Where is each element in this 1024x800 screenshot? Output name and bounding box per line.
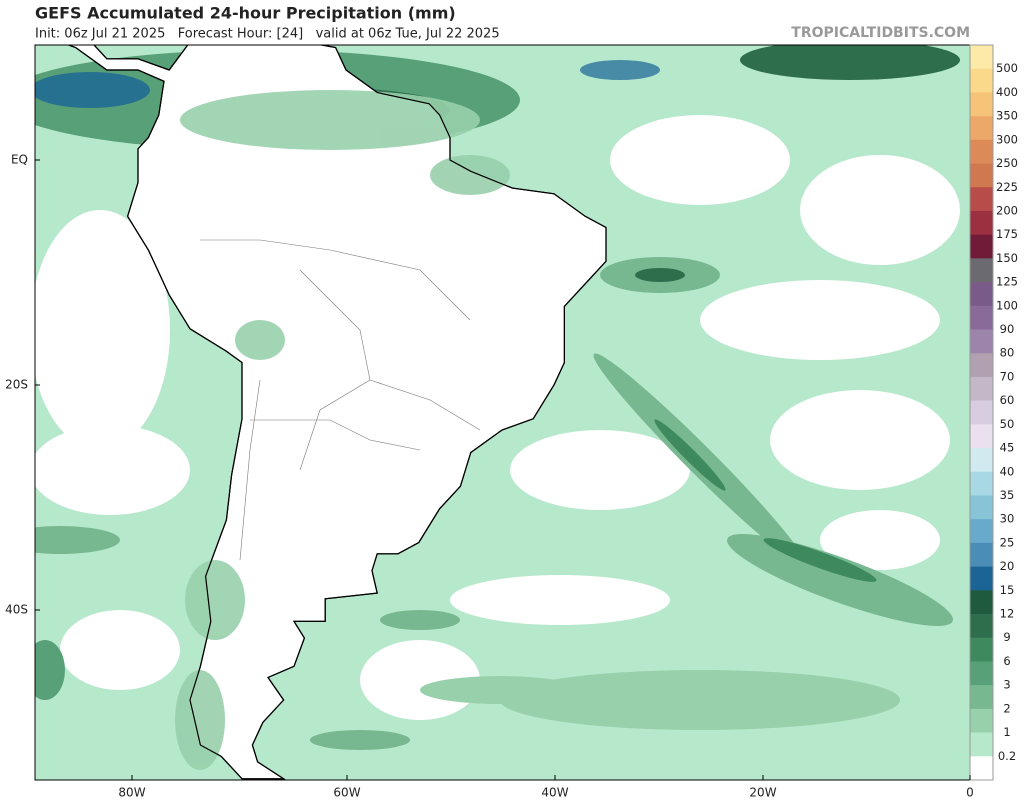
- colorbar-label: 60: [1000, 393, 1015, 407]
- lon-label: 80W: [118, 786, 145, 800]
- map: [35, 45, 970, 780]
- colorbar-cell: [970, 353, 993, 378]
- colorbar-cell: [970, 471, 993, 496]
- colorbar-label: 20: [1000, 559, 1015, 573]
- colorbar-cell: [970, 305, 993, 330]
- colorbar-cell: [970, 542, 993, 567]
- colorbar-cell: [970, 732, 993, 757]
- lon-label: 0: [966, 786, 974, 800]
- watermark: TROPICALTIDBITS.COM: [791, 25, 970, 41]
- colorbar-label: 80: [1000, 346, 1015, 360]
- colorbar-label: 500: [996, 61, 1018, 75]
- lat-label: 40S: [5, 603, 28, 617]
- colorbar-label: 125: [996, 275, 1018, 289]
- colorbar-label: 12: [1000, 607, 1015, 621]
- colorbar-cell: [970, 495, 993, 520]
- colorbar-cell: [970, 92, 993, 117]
- colorbar-cell: [970, 139, 993, 164]
- colorbar-label: 350: [996, 109, 1018, 123]
- colorbar-label: 225: [996, 180, 1018, 194]
- colorbar-cell: [970, 68, 993, 93]
- colorbar-label: 175: [996, 227, 1018, 241]
- colorbar-cell: [970, 187, 993, 212]
- colorbar-cell: [970, 685, 993, 710]
- colorbar-cell: [970, 566, 993, 591]
- colorbar-label: 2: [1003, 701, 1010, 715]
- colorbar-cell: [970, 163, 993, 188]
- colorbar-label: 150: [996, 251, 1018, 265]
- colorbar-label: 70: [1000, 369, 1015, 383]
- colorbar-label: 45: [1000, 441, 1015, 455]
- colorbar-cell: [970, 329, 993, 354]
- colorbar-cell: [970, 614, 993, 639]
- colorbar-label: 3: [1003, 678, 1010, 692]
- colorbar-label: 6: [1003, 654, 1010, 668]
- colorbar-cell: [970, 661, 993, 686]
- lon-label: 20W: [749, 786, 776, 800]
- colorbar-cell: [970, 116, 993, 141]
- colorbar-cell: [970, 400, 993, 425]
- colorbar-cell: [970, 590, 993, 615]
- colorbar-label: 90: [1000, 322, 1015, 336]
- colorbar-cell: [970, 637, 993, 662]
- lon-label: 60W: [333, 786, 360, 800]
- colorbar-label: 200: [996, 203, 1018, 217]
- colorbar-cell: [970, 448, 993, 473]
- colorbar-cell: [970, 376, 993, 401]
- colorbar-cell: [970, 708, 993, 733]
- lat-label: EQ: [11, 153, 28, 167]
- subtitle: Init: 06z Jul 21 2025 Forecast Hour: [24…: [35, 27, 500, 42]
- colorbar-label: 35: [1000, 488, 1015, 502]
- colorbar-cell: [970, 258, 993, 283]
- colorbar-cell: [970, 45, 993, 70]
- lat-label: 20S: [5, 378, 28, 392]
- colorbar-cell: [970, 282, 993, 307]
- colorbar-label: 300: [996, 132, 1018, 146]
- colorbar-cell: [970, 234, 993, 259]
- colorbar-label: 100: [996, 298, 1018, 312]
- colorbar-label: 30: [1000, 512, 1015, 526]
- colorbar-label: 15: [1000, 583, 1015, 597]
- colorbar-label: 25: [1000, 535, 1015, 549]
- colorbar-cell: [970, 424, 993, 449]
- colorbar-cell: [970, 210, 993, 235]
- colorbar-frame: [969, 44, 994, 781]
- colorbar-label: 400: [996, 85, 1018, 99]
- lon-label: 40W: [541, 786, 568, 800]
- colorbar-cell: [970, 756, 993, 781]
- colorbar-label: 40: [1000, 464, 1015, 478]
- colorbar-label: 250: [996, 156, 1018, 170]
- colorbar-label: 1: [1003, 725, 1010, 739]
- colorbar-label: 0.2: [998, 749, 1016, 763]
- colorbar-cell: [970, 519, 993, 544]
- colorbar-label: 9: [1003, 630, 1010, 644]
- colorbar-label: 50: [1000, 417, 1015, 431]
- title: GEFS Accumulated 24-hour Precipitation (…: [35, 4, 456, 23]
